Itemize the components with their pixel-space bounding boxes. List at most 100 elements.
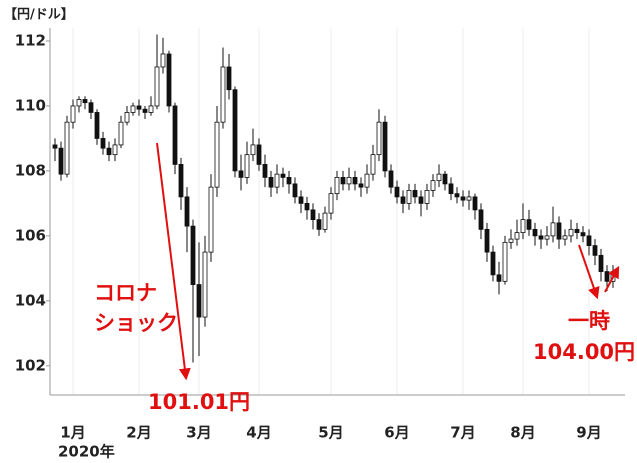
- x-tick-label: 6月: [384, 424, 409, 442]
- candle-body: [430, 180, 436, 191]
- candle-body: [358, 183, 364, 188]
- candle-body: [388, 170, 394, 188]
- candle-body: [586, 235, 592, 247]
- candle-body: [280, 173, 286, 178]
- candle-body: [136, 105, 142, 110]
- candle-body: [220, 66, 226, 123]
- candle-body: [418, 196, 424, 204]
- candle-body: [232, 89, 238, 172]
- y-tick-label: 110: [15, 96, 46, 114]
- candle-body: [592, 245, 598, 256]
- x-sublabel: 2020年: [58, 443, 115, 461]
- candle-body: [250, 144, 256, 156]
- candle-body: [604, 271, 610, 282]
- x-tick-label: 8月: [510, 424, 535, 442]
- candle-body: [406, 189, 412, 204]
- y-tick-label: 108: [15, 161, 46, 179]
- candle-body: [538, 235, 544, 240]
- candle-body: [442, 173, 448, 185]
- candle-body: [352, 176, 358, 185]
- x-tick-label: 7月: [450, 424, 475, 442]
- candle-body: [124, 112, 130, 123]
- candle-body: [580, 232, 586, 237]
- candle-body: [52, 144, 58, 149]
- candle-body: [58, 147, 64, 175]
- x-tick-label: 5月: [318, 424, 343, 442]
- annotation: 104.00円: [533, 340, 635, 364]
- candle-body: [190, 225, 196, 285]
- plot-area: 102 104 106 108 110 112 1月 2月 3月 4月 5月 6月 7月 8月 9月: [15, 28, 616, 442]
- annotation: 一時: [568, 309, 610, 333]
- candle-body: [82, 99, 88, 104]
- candle-body: [70, 105, 76, 123]
- candle-body: [424, 189, 430, 204]
- candle-body: [526, 219, 532, 230]
- candle-body: [574, 228, 580, 234]
- candle-body: [400, 196, 406, 204]
- candle-body: [364, 173, 370, 188]
- candle-body: [148, 105, 154, 113]
- candle-body: [172, 105, 178, 165]
- candle-body: [562, 235, 568, 240]
- candle-body: [478, 209, 484, 230]
- candle-body: [448, 183, 454, 195]
- candle-body: [568, 228, 574, 237]
- candle-body: [322, 212, 328, 230]
- candle-body: [466, 196, 472, 201]
- candle-body: [346, 176, 352, 185]
- candle-body: [178, 164, 184, 198]
- y-tick-label: 104: [15, 291, 46, 309]
- annotation: ショック: [94, 311, 178, 335]
- candle-body: [436, 173, 442, 182]
- candle-body: [112, 144, 118, 156]
- candle-body: [76, 99, 82, 107]
- candle-body: [292, 183, 298, 198]
- candle-body: [304, 202, 310, 211]
- candle-body: [184, 196, 190, 227]
- candle-body: [196, 284, 202, 318]
- candle-body: [100, 138, 106, 149]
- candle-body: [106, 147, 112, 156]
- candle-body: [502, 241, 508, 282]
- x-tick-label: 1月: [60, 424, 85, 442]
- candle-body: [472, 196, 478, 211]
- candle-body: [214, 121, 220, 188]
- x-tick-label: 9月: [576, 424, 601, 442]
- candle-body: [256, 144, 262, 165]
- candle-body: [310, 209, 316, 221]
- candle-body: [484, 228, 490, 253]
- candle-body: [376, 121, 382, 156]
- candle-body: [508, 238, 514, 243]
- candle-body: [328, 193, 334, 214]
- candle-body: [118, 121, 124, 146]
- candle-body: [520, 219, 526, 234]
- candle-body: [142, 108, 148, 113]
- candle-body: [94, 112, 100, 139]
- candle-body: [202, 251, 208, 318]
- candle-body: [166, 53, 172, 107]
- candle-body: [340, 176, 346, 185]
- candle-body: [208, 186, 214, 253]
- y-tick-label: 102: [15, 356, 46, 374]
- candle-body: [268, 176, 274, 188]
- candle-body: [316, 219, 322, 230]
- candle-body: [556, 222, 562, 240]
- candle-body: [490, 251, 496, 276]
- candle-body: [226, 66, 232, 91]
- y-axis-label: 【円/ドル】: [4, 7, 74, 23]
- annotation: コロナ: [94, 281, 157, 305]
- candle-body: [88, 102, 94, 113]
- candle-body: [394, 186, 400, 198]
- annotation: 101.01円: [148, 390, 250, 414]
- annotation-arrow: [578, 244, 600, 300]
- candle-body: [262, 164, 268, 178]
- candle-body: [298, 196, 304, 204]
- candle-body: [160, 53, 166, 68]
- candle-body: [460, 196, 466, 201]
- candle-body: [550, 222, 556, 237]
- candle-body: [544, 235, 550, 240]
- candle-body: [532, 228, 538, 237]
- candle-body: [286, 176, 292, 185]
- y-tick-label: 106: [15, 226, 46, 244]
